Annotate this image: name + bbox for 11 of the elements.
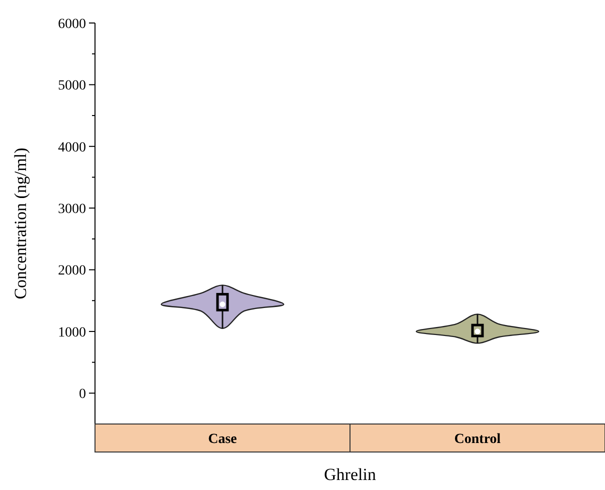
y-axis-title: Concentration (ng/ml) [11, 148, 30, 300]
y-tick-label: 4000 [58, 140, 86, 156]
y-tick-label: 1000 [58, 325, 86, 340]
x-tick-label: Case [208, 432, 237, 447]
x-axis-title: Ghrelin [324, 465, 376, 484]
y-tick-label: 3000 [58, 202, 86, 217]
y-tick-label: 6000 [58, 16, 86, 32]
y-tick-label: 5000 [58, 78, 86, 94]
y-tick-label: 0 [79, 387, 86, 402]
x-tick-label: Control [454, 432, 501, 447]
y-tick-label: 2000 [58, 264, 86, 279]
